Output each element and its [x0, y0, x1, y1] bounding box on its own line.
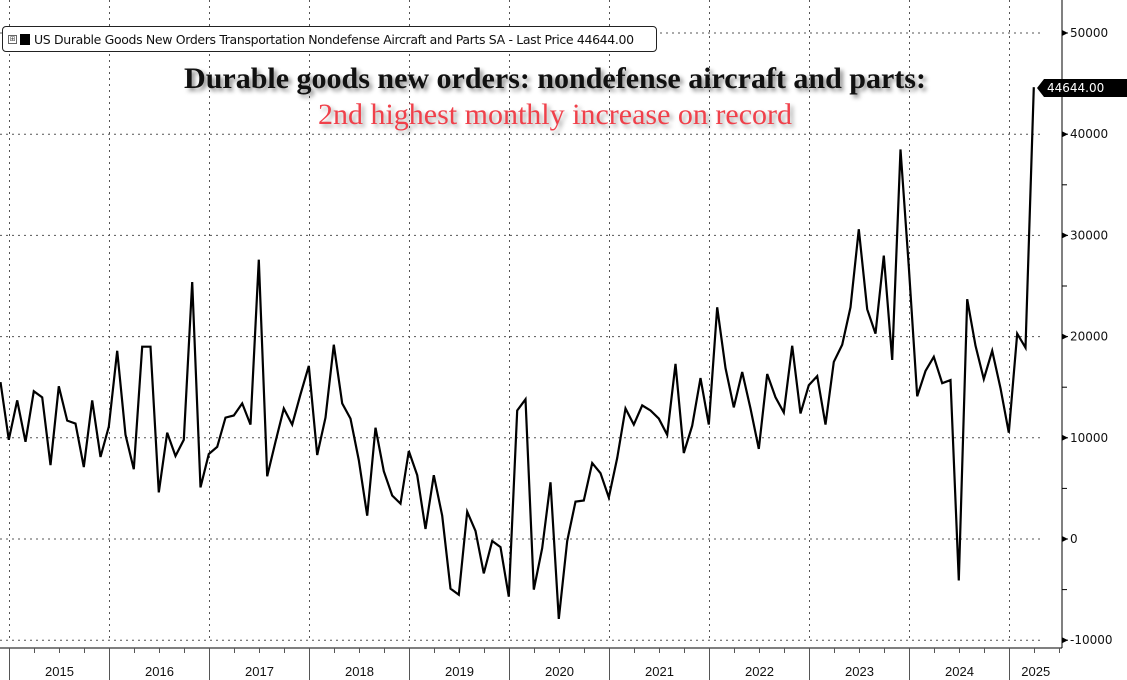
y-tick-label: 10000: [1070, 431, 1108, 445]
y-tick-arrow-icon: [1062, 30, 1068, 36]
x-tick-label: 2020: [545, 664, 574, 679]
x-tick-label: 2024: [945, 664, 974, 679]
y-tick-arrow-icon: [1062, 232, 1068, 239]
x-tick-label: 2015: [45, 664, 74, 679]
y-tick-arrow-icon: [1062, 434, 1068, 441]
x-tick-label: 2019: [445, 664, 474, 679]
y-tick-label: -10000: [1070, 633, 1113, 647]
chart-subtitle: 2nd highest monthly increase on record: [317, 98, 793, 131]
y-tick-arrow-icon: [1062, 637, 1068, 644]
x-tick-label: 2025: [1021, 664, 1050, 679]
y-tick-label: 20000: [1070, 330, 1108, 344]
series-swatch-icon: [20, 33, 30, 45]
x-axis: 2015 2016 2017 2018 2019 2020 2021 2022 2023 2024…: [0, 647, 1062, 680]
x-tick-label: 2017: [245, 664, 274, 679]
legend-box[interactable]: ⊞ US Durable Goods New Orders Transporta…: [2, 26, 657, 52]
y-tick-label: 40000: [1070, 127, 1108, 141]
y-tick-label: 0: [1070, 532, 1078, 546]
expand-icon[interactable]: ⊞: [8, 34, 17, 44]
y-tick-arrow-icon: [1062, 536, 1068, 542]
x-tick-label: 2018: [345, 664, 374, 679]
series-line: [0, 87, 1035, 620]
y-tick-label: 30000: [1070, 228, 1108, 242]
x-tick-label: 2016: [145, 664, 174, 679]
last-price-label: 44644.00: [1037, 79, 1127, 97]
x-tick-label: 2022: [745, 664, 774, 679]
y-tick-arrow-icon: [1062, 131, 1068, 138]
x-tick-label: 2023: [845, 664, 874, 679]
legend-label: US Durable Goods New Orders Transportati…: [34, 31, 634, 47]
y-tick-arrow-icon: [1062, 333, 1068, 340]
y-tick-label: 50000: [1070, 26, 1108, 40]
x-tick-label: 2021: [645, 664, 674, 679]
grid-lines: [0, 0, 1040, 641]
y-axis: -10000 0 10000 20000 30000 40000 50000: [1061, 0, 1113, 648]
chart-title: Durable goods new orders: nondefense air…: [184, 62, 926, 95]
